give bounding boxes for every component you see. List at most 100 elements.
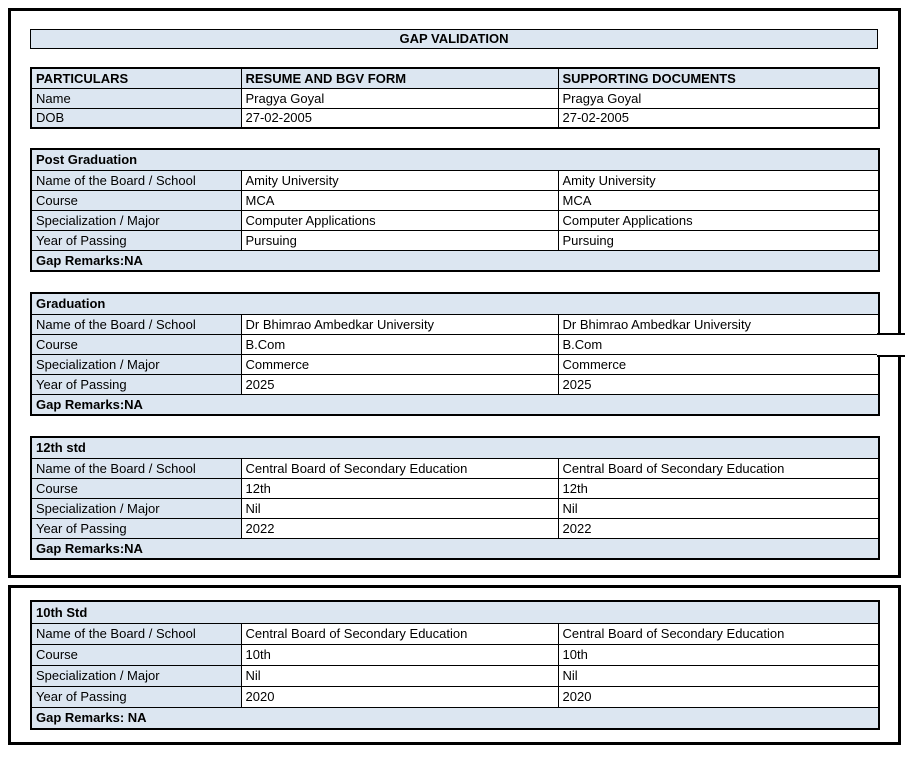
table-row: Course 10th 10th xyxy=(30,643,880,666)
supporting-value: 2025 xyxy=(557,373,880,395)
gap-remarks: Gap Remarks:NA xyxy=(30,249,880,272)
resume-value: Amity University xyxy=(240,169,559,191)
resume-value: 2025 xyxy=(240,373,559,395)
section-header-row: 12th std xyxy=(30,436,880,459)
supporting-value: 2022 xyxy=(557,517,880,539)
resume-value: MCA xyxy=(240,189,559,211)
resume-value: 2022 xyxy=(240,517,559,539)
section-graduation: Graduation Name of the Board / School Dr… xyxy=(30,292,881,416)
table-row-name: Name Pragya Goyal Pragya Goyal xyxy=(30,87,880,109)
header-particulars: PARTICULARS xyxy=(30,67,242,89)
table-row: Specialization / Major Computer Applicat… xyxy=(30,209,880,231)
table-row: Year of Passing 2022 2022 xyxy=(30,517,880,539)
row-label: Year of Passing xyxy=(30,373,242,395)
resume-value: Central Board of Secondary Education xyxy=(240,622,559,645)
resume-value: Pragya Goyal xyxy=(240,87,559,109)
section-10th-std: 10th Std Name of the Board / School Cent… xyxy=(30,600,881,730)
section-post-graduation: Post Graduation Name of the Board / Scho… xyxy=(30,148,881,272)
section-header-row: 10th Std xyxy=(30,600,880,624)
table-row: Specialization / Major Commerce Commerce xyxy=(30,353,880,375)
resume-value: Nil xyxy=(240,664,559,687)
row-label: Course xyxy=(30,189,242,211)
table-row: Course B.Com B.Com xyxy=(30,333,880,355)
row-label: Course xyxy=(30,477,242,499)
table-row: Name of the Board / School Central Board… xyxy=(30,457,880,479)
row-label: DOB xyxy=(30,107,242,129)
row-label: Year of Passing xyxy=(30,229,242,251)
supporting-value: Pragya Goyal xyxy=(557,87,880,109)
table-row: Specialization / Major Nil Nil xyxy=(30,497,880,519)
resume-value: Computer Applications xyxy=(240,209,559,231)
resume-value: 12th xyxy=(240,477,559,499)
supporting-value: 10th xyxy=(557,643,880,666)
row-label: Course xyxy=(30,643,242,666)
resume-value: Pursuing xyxy=(240,229,559,251)
row-label: Year of Passing xyxy=(30,685,242,708)
resume-value: Central Board of Secondary Education xyxy=(240,457,559,479)
row-label: Course xyxy=(30,333,242,355)
gap-remarks-row: Gap Remarks:NA xyxy=(30,249,880,272)
row-label: Name of the Board / School xyxy=(30,622,242,645)
gap-remarks: Gap Remarks:NA xyxy=(30,393,880,416)
gap-remarks-row: Gap Remarks:NA xyxy=(30,393,880,416)
section-title: 12th std xyxy=(30,436,880,459)
supporting-value: 27-02-2005 xyxy=(557,107,880,129)
table-row: Year of Passing 2025 2025 xyxy=(30,373,880,395)
gap-remarks: Gap Remarks:NA xyxy=(30,537,880,560)
supporting-value: Dr Bhimrao Ambedkar University xyxy=(557,313,880,335)
supporting-value: Commerce xyxy=(557,353,880,375)
supporting-value: B.Com xyxy=(557,333,880,355)
resume-value: 27-02-2005 xyxy=(240,107,559,129)
supporting-value: Pursuing xyxy=(557,229,880,251)
resume-value: B.Com xyxy=(240,333,559,355)
section-12th-std: 12th std Name of the Board / School Cent… xyxy=(30,436,881,560)
row-label: Name of the Board / School xyxy=(30,457,242,479)
table-row: Name of the Board / School Central Board… xyxy=(30,622,880,645)
row-label: Name of the Board / School xyxy=(30,313,242,335)
row-label: Name of the Board / School xyxy=(30,169,242,191)
resume-value: 10th xyxy=(240,643,559,666)
header-resume-bgv: RESUME AND BGV FORM xyxy=(240,67,559,89)
table-row: Name of the Board / School Amity Univers… xyxy=(30,169,880,191)
section-title: 10th Std xyxy=(30,600,880,624)
supporting-value: Amity University xyxy=(557,169,880,191)
supporting-value: MCA xyxy=(557,189,880,211)
header-supporting-docs: SUPPORTING DOCUMENTS xyxy=(557,67,880,89)
gap-remarks-row: Gap Remarks:NA xyxy=(30,537,880,560)
gap-remarks-row: Gap Remarks: NA xyxy=(30,706,880,730)
supporting-value: 12th xyxy=(557,477,880,499)
section-title: Graduation xyxy=(30,292,880,315)
table-row: Year of Passing Pursuing Pursuing xyxy=(30,229,880,251)
section-header-row: Graduation xyxy=(30,292,880,315)
supporting-value: Computer Applications xyxy=(557,209,880,231)
resume-value: Commerce xyxy=(240,353,559,375)
section-title: Post Graduation xyxy=(30,148,880,171)
supporting-value: 2020 xyxy=(557,685,880,708)
row-label: Year of Passing xyxy=(30,517,242,539)
gap-remarks: Gap Remarks: NA xyxy=(30,706,880,730)
right-border-notch xyxy=(877,333,905,357)
row-label: Specialization / Major xyxy=(30,209,242,231)
row-label: Name xyxy=(30,87,242,109)
resume-value: 2020 xyxy=(240,685,559,708)
table-row: Specialization / Major Nil Nil xyxy=(30,664,880,687)
supporting-value: Central Board of Secondary Education xyxy=(557,457,880,479)
table-row-dob: DOB 27-02-2005 27-02-2005 xyxy=(30,107,880,129)
table-row: Name of the Board / School Dr Bhimrao Am… xyxy=(30,313,880,335)
supporting-value: Nil xyxy=(557,497,880,519)
supporting-value: Nil xyxy=(557,664,880,687)
resume-value: Dr Bhimrao Ambedkar University xyxy=(240,313,559,335)
row-label: Specialization / Major xyxy=(30,353,242,375)
supporting-value: Central Board of Secondary Education xyxy=(557,622,880,645)
table-row: Course 12th 12th xyxy=(30,477,880,499)
person-header-row: PARTICULARS RESUME AND BGV FORM SUPPORTI… xyxy=(30,67,880,89)
document-title: GAP VALIDATION xyxy=(30,29,878,49)
table-row: Course MCA MCA xyxy=(30,189,880,211)
resume-value: Nil xyxy=(240,497,559,519)
row-label: Specialization / Major xyxy=(30,497,242,519)
person-table: PARTICULARS RESUME AND BGV FORM SUPPORTI… xyxy=(30,67,880,129)
table-row: Year of Passing 2020 2020 xyxy=(30,685,880,708)
row-label: Specialization / Major xyxy=(30,664,242,687)
section-header-row: Post Graduation xyxy=(30,148,880,171)
